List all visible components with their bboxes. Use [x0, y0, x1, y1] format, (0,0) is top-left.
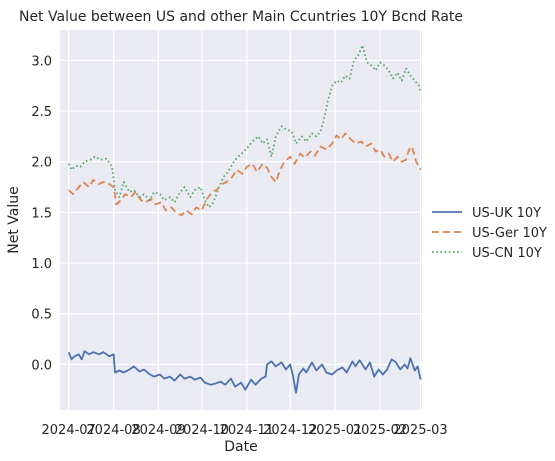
- series-line-1: [68, 132, 422, 217]
- y-tick-label: 1.0: [31, 257, 52, 272]
- legend-label-1: US-Ger 10Y: [472, 226, 547, 241]
- series-line-0: [67, 350, 422, 394]
- y-axis-label: Net Value: [6, 186, 22, 253]
- x-tick-label: 2024-11: [220, 423, 274, 438]
- x-tick-label: 2024-08: [86, 423, 140, 438]
- plot-area: [60, 30, 422, 410]
- chart-title: Net Value between US and other Main Ccun…: [19, 9, 463, 25]
- y-tick-label: 2.0: [31, 156, 52, 171]
- x-tick-label: 2024-10: [175, 423, 229, 438]
- x-tick-label: 2025-03: [393, 423, 447, 438]
- x-tick-label: 2025-02: [353, 423, 407, 438]
- y-tick-label: 0.0: [31, 358, 52, 373]
- y-tick-label: 2.5: [31, 105, 52, 120]
- legend-label-0: US-UK 10Y: [472, 206, 541, 221]
- x-axis-label: Date: [224, 439, 257, 455]
- x-tick-label: 2024-07: [42, 423, 96, 438]
- x-tick-label: 2024-09: [131, 423, 185, 438]
- y-tick-label: 0.5: [31, 308, 52, 323]
- y-tick-label: 1.5: [31, 206, 52, 221]
- grid-lines: [60, 30, 422, 410]
- x-tick-label: 2024-12: [263, 423, 317, 438]
- legend-label-2: US-CN 10Y: [472, 246, 542, 261]
- tick-labels: 0.00.51.01.52.02.53.02024-072024-082024-…: [31, 54, 447, 438]
- series-lines: [67, 44, 422, 394]
- y-tick-label: 3.0: [31, 54, 52, 69]
- legend: US-UK 10Y US-Ger 10Y US-CN 10Y: [432, 206, 547, 261]
- x-tick-label: 2025-01: [308, 423, 362, 438]
